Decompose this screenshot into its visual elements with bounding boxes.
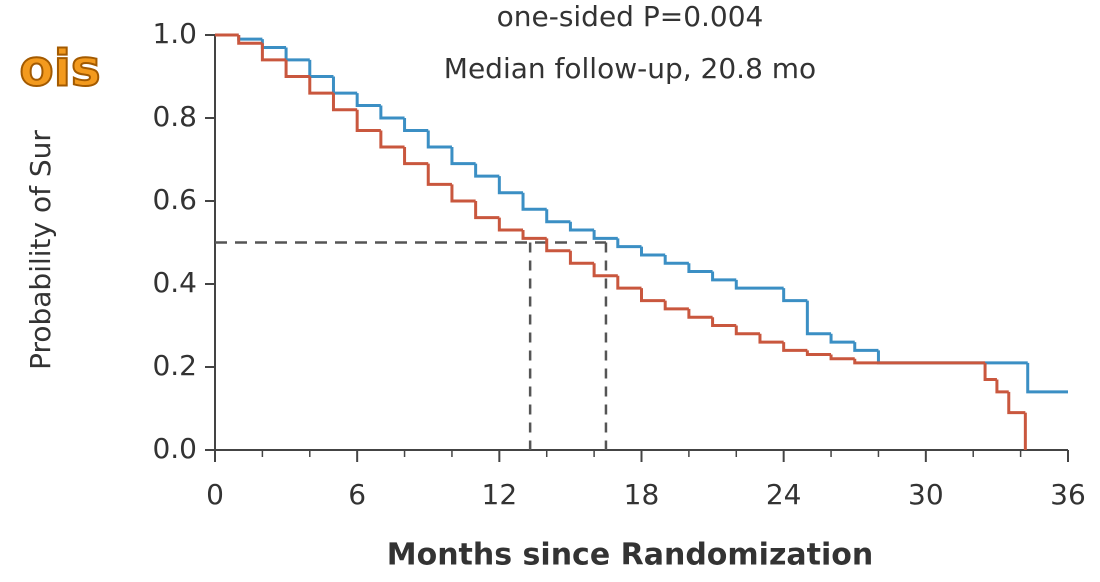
survival-step xyxy=(497,217,524,232)
survival-step xyxy=(403,147,429,166)
survival-step xyxy=(237,35,263,45)
survival-step xyxy=(545,209,571,224)
survival-step xyxy=(853,342,879,352)
survival-step xyxy=(379,105,405,120)
y-tick-label: 0.6 xyxy=(152,183,197,216)
survival-step xyxy=(308,59,334,78)
survival-step xyxy=(355,93,381,108)
survival-step xyxy=(521,230,547,240)
survival-step xyxy=(403,118,429,132)
survival-step xyxy=(734,325,760,336)
survival-step xyxy=(474,201,500,220)
x-tick-label: 6 xyxy=(348,478,366,511)
survival-step xyxy=(331,93,358,112)
survival-step xyxy=(1007,391,1026,415)
survival-step xyxy=(640,246,666,257)
x-axis-title: Months since Randomization xyxy=(387,538,874,573)
survival-step xyxy=(663,300,689,311)
x-tick-label: 18 xyxy=(624,478,660,511)
survival-step xyxy=(734,279,784,290)
survival-step xyxy=(1026,362,1068,394)
survival-step xyxy=(640,288,666,303)
y-tick-label: 0.2 xyxy=(152,349,197,382)
survival-step xyxy=(260,43,287,62)
survival-step xyxy=(663,254,689,265)
survival-step xyxy=(308,76,334,95)
survival-step xyxy=(983,362,997,381)
survival-step xyxy=(711,317,737,327)
survival-step xyxy=(284,47,310,62)
x-tick-label: 12 xyxy=(482,478,518,511)
survival-step xyxy=(853,358,986,365)
survival-step xyxy=(687,308,713,319)
survival-step xyxy=(521,192,547,211)
survival-step xyxy=(474,163,500,178)
survival-step xyxy=(805,300,832,336)
survival-step xyxy=(568,221,595,232)
survival-step xyxy=(616,238,642,249)
survival-step xyxy=(450,147,476,166)
y-tick-label: 0.4 xyxy=(152,266,197,299)
survival-step xyxy=(711,271,737,282)
survival-step xyxy=(592,230,618,240)
y-tick-label: 0.0 xyxy=(152,432,197,465)
x-tick-label: 0 xyxy=(206,478,224,511)
survival-step xyxy=(687,263,713,274)
x-tick-label: 24 xyxy=(766,478,802,511)
survival-step xyxy=(568,250,595,265)
survival-step xyxy=(782,342,808,352)
annotation: one-sided P=0.004 xyxy=(497,0,764,33)
survival-step xyxy=(331,76,358,95)
survival-step xyxy=(426,130,452,149)
y-tick-label: 1.0 xyxy=(152,17,197,50)
survival-step xyxy=(545,238,571,253)
survival-step xyxy=(758,333,784,344)
survival-step xyxy=(592,263,618,278)
survival-step xyxy=(379,130,405,149)
y-axis-title: Probability of Sur xyxy=(24,130,57,370)
survival-step xyxy=(805,350,832,357)
annotation: Median follow-up, 20.8 mo xyxy=(444,52,816,85)
survival-step xyxy=(995,379,1009,394)
y-tick-label: 0.8 xyxy=(152,100,197,133)
survival-step xyxy=(616,275,642,290)
survival-step xyxy=(829,333,855,344)
survival-step xyxy=(829,354,855,361)
logo: ois xyxy=(19,40,100,98)
survival-step xyxy=(260,39,287,49)
survival-step xyxy=(284,59,310,78)
x-tick-label: 36 xyxy=(1050,478,1086,511)
survival-step xyxy=(497,176,524,195)
survival-step xyxy=(450,184,476,203)
survival-step xyxy=(876,350,1028,365)
survival-step xyxy=(782,288,808,303)
survival-step xyxy=(355,109,381,132)
survival-step xyxy=(237,35,263,41)
survival-step xyxy=(426,163,452,186)
x-tick-label: 30 xyxy=(908,478,944,511)
